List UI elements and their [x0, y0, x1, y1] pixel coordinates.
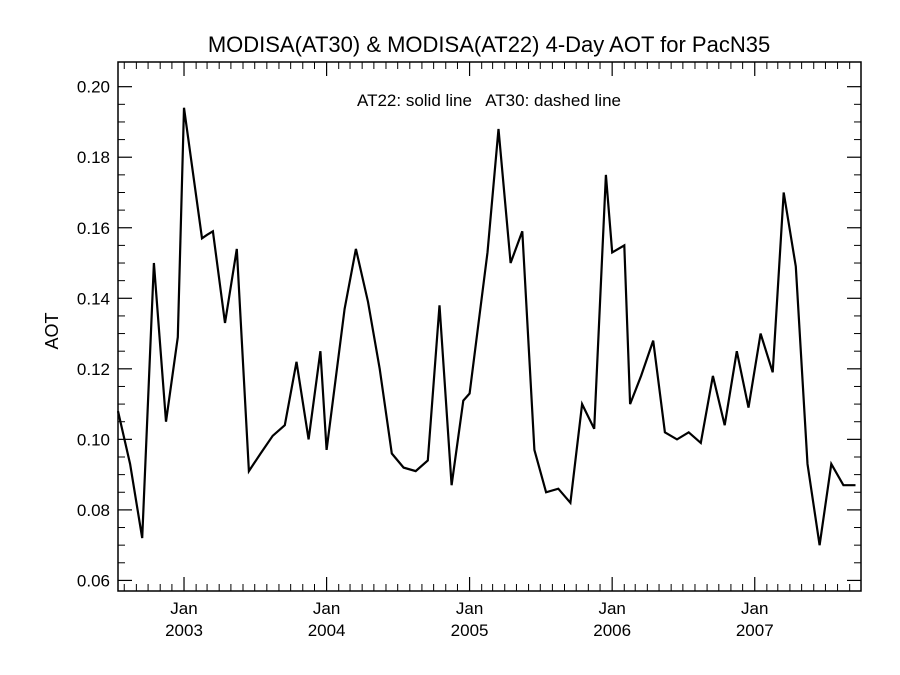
x-tick-month-label: Jan: [741, 599, 768, 618]
x-tick-year-label: 2003: [165, 621, 203, 640]
y-tick-label: 0.10: [77, 430, 110, 449]
x-tick-year-label: 2005: [451, 621, 489, 640]
y-tick-label: 0.08: [77, 501, 110, 520]
x-tick-year-label: 2007: [736, 621, 774, 640]
chart-title: MODISA(AT30) & MODISA(AT22) 4-Day AOT fo…: [208, 32, 770, 57]
y-axis-ticks: 0.06 0.08 0.10 0.12 0.14 0.16 0.18 0.20: [77, 78, 861, 590]
aot-series-line: [116, 107, 856, 546]
y-tick-label: 0.14: [77, 289, 110, 308]
x-tick-month-label: Jan: [313, 599, 340, 618]
y-tick-label: 0.16: [77, 219, 110, 238]
x-tick-month-label: Jan: [456, 599, 483, 618]
x-tick-month-label: Jan: [598, 599, 625, 618]
x-tick-year-label: 2006: [593, 621, 631, 640]
plot-frame: [117, 61, 862, 592]
x-tick-year-label: 2004: [308, 621, 346, 640]
legend-annotation: AT22: solid line AT30: dashed line: [357, 91, 621, 110]
y-tick-label: 0.20: [77, 78, 110, 97]
x-axis-ticks: Jan 2003 Jan 2004 Jan 2005 Jan 2006 Jan 2007: [123, 62, 851, 640]
series-layer: [116, 107, 856, 546]
y-tick-label: 0.18: [77, 148, 110, 167]
x-tick-month-label: Jan: [170, 599, 197, 618]
y-axis-label: AOT: [42, 312, 62, 349]
y-tick-label: 0.06: [77, 571, 110, 590]
y-tick-label: 0.12: [77, 360, 110, 379]
